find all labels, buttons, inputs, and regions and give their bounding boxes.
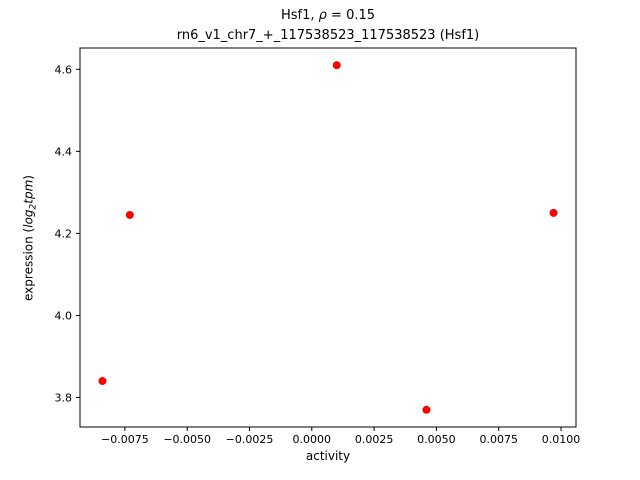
x-tick-label: 0.0000 [293, 433, 332, 446]
data-point [98, 377, 107, 386]
plot-border [79, 47, 577, 428]
y-tick-label: 4.4 [55, 145, 73, 158]
y-tick-label: 4.6 [55, 63, 73, 76]
y-axis-label: expression (log2tpm) [21, 175, 38, 301]
rho-symbol: ρ [318, 8, 327, 23]
y-axis-label-pre: expression ( [21, 227, 36, 301]
x-tick-label: 0.0100 [542, 433, 581, 446]
x-tick-label: 0.0075 [479, 433, 518, 446]
x-tick-label: 0.0025 [355, 433, 394, 446]
y-axis-label-sub: 2 [28, 203, 39, 210]
chart-subtitle: rn6_v1_chr7_+_117538523_117538523 (Hsf1) [176, 28, 480, 43]
data-point [549, 208, 558, 217]
x-tick-label: −0.0050 [163, 433, 211, 446]
y-axis-label-log: log [21, 209, 36, 228]
y-axis-label-post: ) [21, 175, 36, 180]
chart-title-pre: Hsf1, [280, 8, 319, 23]
y-axis-label-tpm: tpm [21, 179, 36, 204]
y-tick-label: 4.0 [55, 309, 73, 322]
data-point [332, 61, 341, 70]
chart-title: Hsf1, ρ = 0.15 [80, 6, 576, 26]
data-point [422, 405, 431, 414]
chart-title-post: = 0.15 [326, 8, 376, 23]
data-point [125, 210, 134, 219]
y-axis-label-math: log2tpm [21, 179, 38, 228]
y-tick-label: 3.8 [55, 391, 73, 404]
x-axis-label: activity [305, 449, 351, 463]
x-tick-label: −0.0025 [226, 433, 274, 446]
x-tick-label: −0.0075 [101, 433, 149, 446]
x-tick-label: 0.0050 [417, 433, 456, 446]
y-tick-label: 4.2 [55, 227, 73, 240]
